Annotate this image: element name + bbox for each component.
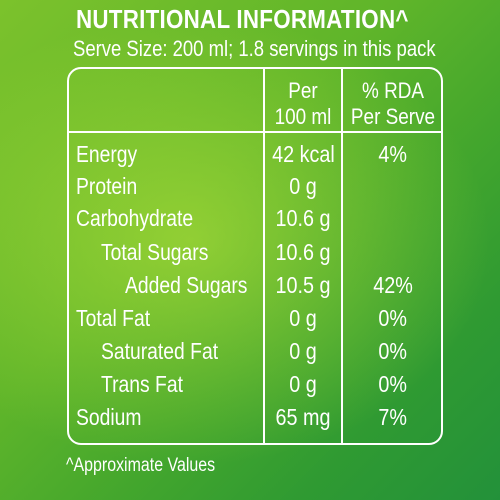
row-value-rda <box>343 202 443 235</box>
row-value-rda: 42% <box>373 272 413 298</box>
column-header-per-100ml: Per 100 ml <box>265 78 341 130</box>
panel-title: NUTRITIONAL INFORMATION^ <box>76 4 409 34</box>
row-label: Added Sugars <box>125 272 248 298</box>
row-label: Trans Fat <box>101 371 183 397</box>
table-row-sodium: Sodium 65 mg 7% <box>0 401 500 434</box>
row-value-per-100ml: 10.5 g <box>275 272 331 298</box>
row-label: Energy <box>76 141 138 167</box>
table-row-protein: Protein 0 g <box>0 170 500 203</box>
column-header-line: Per Serve <box>350 104 436 129</box>
column-header-line: Per <box>288 78 318 103</box>
table-row-carbohydrate: Carbohydrate 10.6 g <box>0 202 500 235</box>
serve-size-text: Serve Size: 200 ml; 1.8 servings in this… <box>73 36 436 61</box>
table-row-total-sugars: Total Sugars 10.6 g <box>0 236 500 269</box>
row-label: Sodium <box>76 404 142 430</box>
header-divider <box>67 131 443 133</box>
row-value-rda: 7% <box>378 404 408 430</box>
table-row-energy: Energy 42 kcal 4% <box>0 138 500 171</box>
row-value-per-100ml: 0 g <box>289 173 317 199</box>
row-value-rda <box>343 236 443 269</box>
row-label: Total Fat <box>76 305 151 331</box>
row-label: Protein <box>76 173 138 199</box>
row-value-per-100ml: 10.6 g <box>275 239 331 265</box>
column-header-line: % RDA <box>361 78 425 103</box>
table-row-total-fat: Total Fat 0 g 0% <box>0 302 500 335</box>
row-value-rda: 0% <box>378 371 408 397</box>
row-value-rda: 4% <box>378 141 408 167</box>
row-value-rda: 0% <box>378 305 408 331</box>
footnote: ^Approximate Values <box>66 455 216 476</box>
row-label: Saturated Fat <box>101 338 219 364</box>
column-divider-rda <box>341 67 343 445</box>
row-value-rda <box>343 170 443 203</box>
row-value-per-100ml: 42 kcal <box>271 141 335 167</box>
table-row-saturated-fat: Saturated Fat 0 g 0% <box>0 335 500 368</box>
row-value-per-100ml: 10.6 g <box>275 205 331 231</box>
row-value-per-100ml: 0 g <box>289 305 317 331</box>
row-value-rda: 0% <box>378 338 408 364</box>
column-header-rda: % RDA Per Serve <box>343 78 443 130</box>
row-label: Total Sugars <box>101 239 209 265</box>
row-value-per-100ml: 0 g <box>289 338 317 364</box>
column-divider-per-100ml <box>263 67 265 445</box>
table-row-added-sugars: Added Sugars 10.5 g 42% <box>0 269 500 302</box>
column-header-line: 100 ml <box>274 104 332 129</box>
table-row-trans-fat: Trans Fat 0 g 0% <box>0 368 500 401</box>
row-value-per-100ml: 0 g <box>289 371 317 397</box>
nutrition-table <box>67 67 443 445</box>
row-label: Carbohydrate <box>76 205 194 231</box>
row-value-per-100ml: 65 mg <box>275 404 331 430</box>
